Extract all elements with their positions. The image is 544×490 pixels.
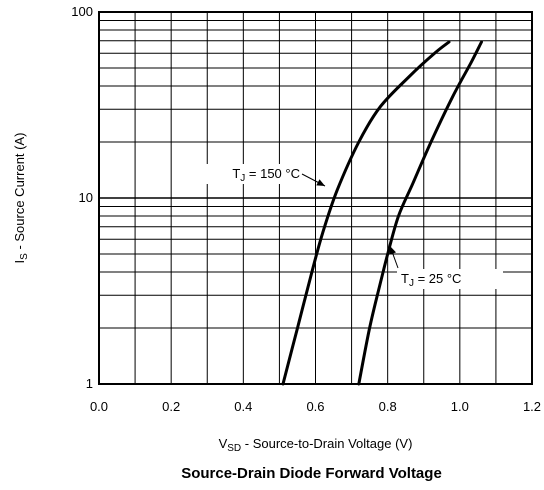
series-tj-150c-line	[281, 40, 451, 386]
x-axis-label-sub: SD	[227, 443, 241, 454]
annotation-tj-25c: TJ = 25 °C	[389, 245, 503, 289]
x-tick-label: 1.2	[523, 399, 541, 414]
tick-labels: 0.0 0.2 0.4 0.6 0.8 1.0 1.2 1 10 100	[71, 4, 541, 414]
x-tick-label: 0.2	[162, 399, 180, 414]
annotation-tj-25c-arrowhead	[389, 246, 397, 255]
chart-title: Source-Drain Diode Forward Voltage	[181, 465, 442, 482]
annotation-tj-150c-sub: J	[240, 173, 245, 184]
x-axis-label: VSD - Source-to-Drain Voltage (V)	[219, 436, 413, 454]
x-tick-label: 0.8	[379, 399, 397, 414]
annotation-tj-150c-arrowhead	[316, 179, 325, 186]
x-tick-label: 1.0	[451, 399, 469, 414]
annotation-tj-150c-main: T	[232, 166, 240, 181]
x-axis-label-main: V	[219, 436, 228, 451]
series-layer	[281, 40, 483, 386]
annotation-tj-150c-text: TJ = 150 °C	[232, 166, 300, 184]
plot-frame	[98, 11, 533, 385]
annotation-tj-25c-main: T	[401, 271, 409, 286]
y-tick-label: 100	[71, 4, 93, 19]
x-tick-label: 0.4	[234, 399, 252, 414]
annotation-tj-150c: TJ = 150 °C	[198, 164, 326, 187]
x-tick-label: 0.6	[306, 399, 324, 414]
y-tick-label: 1	[86, 376, 93, 391]
annotation-tj-150c-background	[198, 164, 304, 184]
y-axis-label: IS - Source Current (A)	[12, 133, 30, 264]
annotation-tj-25c-text: TJ = 25 °C	[401, 271, 461, 289]
series-tj-25c-line	[357, 40, 483, 386]
annotation-tj-150c-rest: = 150 °C	[245, 166, 300, 181]
annotation-tj-25c-sub: J	[409, 278, 414, 289]
x-tick-label: 0.0	[90, 399, 108, 414]
y-axis-label-rest: - Source Current (A)	[12, 133, 27, 254]
y-axis-label-main: I	[12, 260, 27, 264]
x-axis-label-rest: - Source-to-Drain Voltage (V)	[241, 436, 412, 451]
y-axis-label-sub: S	[19, 253, 30, 260]
annotations: TJ = 150 °CTJ = 25 °C	[198, 164, 503, 289]
annotation-tj-25c-background	[397, 269, 503, 289]
annotation-tj-25c-rest: = 25 °C	[414, 271, 461, 286]
y-tick-label: 10	[79, 190, 93, 205]
